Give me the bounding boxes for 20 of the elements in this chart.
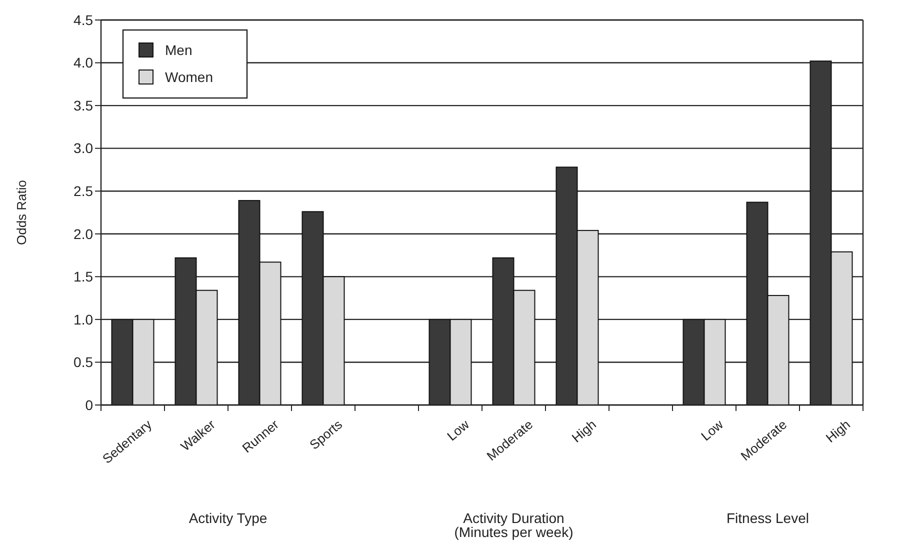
y-tick-label: 4.0: [74, 54, 94, 71]
y-tick-label: 2.0: [74, 226, 94, 242]
x-tick-label: Low: [698, 416, 726, 444]
x-tick-label: High: [822, 416, 854, 446]
y-axis-title: Odds Ratio: [14, 180, 29, 246]
y-tick-label: 3.5: [74, 97, 94, 114]
x-tick-label: Low: [444, 416, 472, 444]
y-tick-label: 0: [85, 396, 94, 413]
y-tick-label: 1.0: [74, 311, 94, 328]
y-tick-label: 1.5: [74, 268, 94, 285]
y-tick-label: 0.5: [74, 354, 94, 370]
x-tick-label: High: [568, 416, 600, 446]
text: Activity Duration (Minutes per week): [454, 510, 574, 540]
y-tick-label: 4.5: [74, 12, 94, 28]
text: Activity Type: [188, 510, 268, 526]
y-tick-label: 3.0: [74, 140, 94, 156]
y-tick-label: 2.5: [74, 183, 94, 200]
text: Fitness Level: [726, 510, 809, 526]
legend-label: Men: [165, 42, 192, 58]
legend-label: Women: [165, 68, 213, 85]
